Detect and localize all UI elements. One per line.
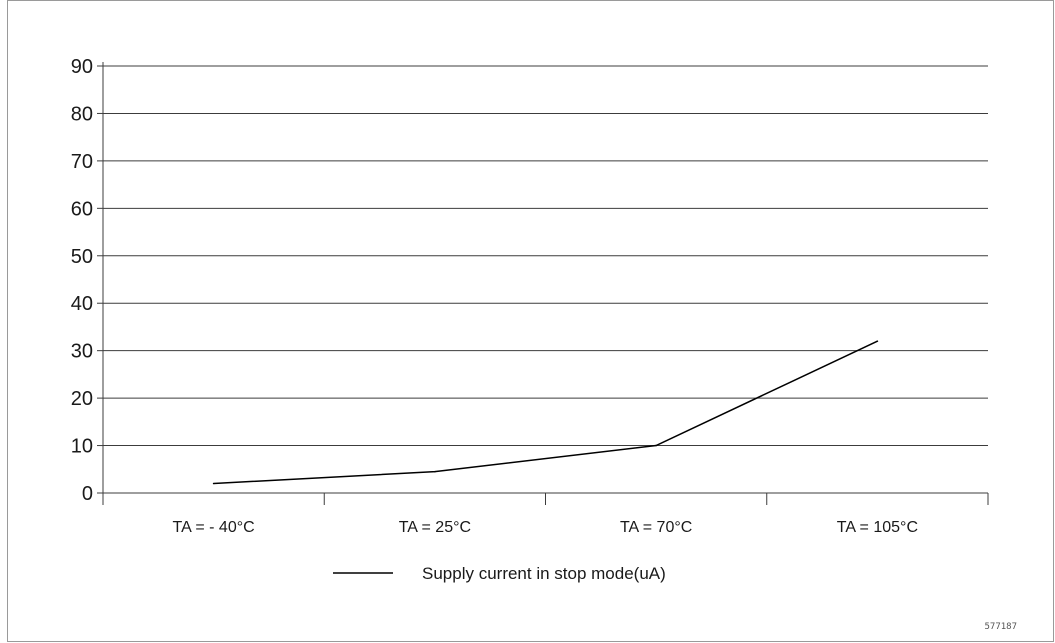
- chart-frame: [7, 0, 1054, 642]
- y-tick-label-70: 70: [71, 151, 93, 173]
- y-tick-label-90: 90: [71, 56, 93, 78]
- axes: [97, 62, 989, 505]
- y-tick-label-50: 50: [71, 246, 93, 268]
- y-tick-label-20: 20: [71, 388, 93, 410]
- legend: Supply current in stop mode(uA): [333, 564, 666, 583]
- y-tick-label-80: 80: [71, 103, 93, 125]
- y-tick-labels: 0 10 20 30 40 50 60 70 80 90: [71, 56, 93, 505]
- series-line-0: [213, 340, 878, 485]
- data-point-0-1: [434, 470, 436, 473]
- legend-label: Supply current in stop mode(uA): [422, 564, 666, 583]
- y-tick-label-30: 30: [71, 341, 93, 363]
- x-tick-label-1: TA = 25°C: [399, 519, 471, 536]
- grid-lines: [103, 65, 988, 494]
- x-tick-label-3: TA = 105°C: [837, 519, 918, 536]
- y-tick-label-0: 0: [82, 483, 93, 505]
- data-point-0-3: [876, 340, 879, 342]
- y-tick-label-10: 10: [71, 436, 93, 458]
- y-tick-label-40: 40: [71, 293, 93, 315]
- x-tick-label-0: TA = - 40°C: [173, 519, 255, 536]
- data-point-0-2: [655, 444, 657, 447]
- y-tick-label-60: 60: [71, 198, 93, 220]
- data-point-0-0: [212, 482, 215, 485]
- figure-id: 577187: [984, 622, 1017, 632]
- series-layer: [212, 340, 879, 485]
- x-tick-label-2: TA = 70°C: [620, 519, 692, 536]
- x-tick-labels: TA = - 40°C TA = 25°C TA = 70°C TA = 105°C: [173, 519, 918, 536]
